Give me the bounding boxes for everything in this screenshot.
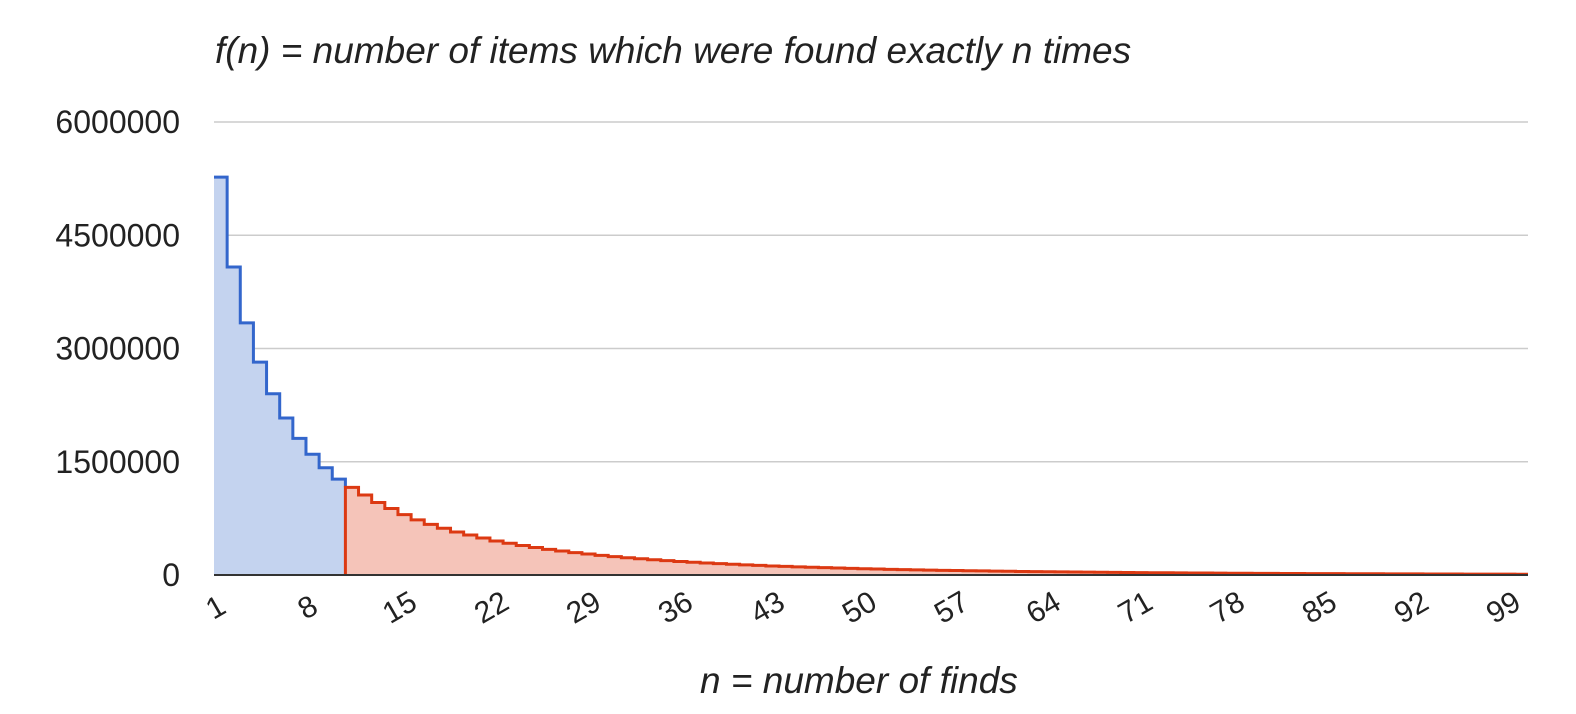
x-tick-label: 36 [653, 585, 698, 630]
x-axis-title: n = number of finds [700, 660, 1018, 701]
chart-title: f(n) = number of items which were found … [215, 30, 1132, 71]
x-tick-label: 57 [929, 585, 974, 630]
x-tick-label: 85 [1297, 585, 1342, 630]
x-tick-label: 92 [1389, 585, 1434, 630]
x-axis-tick-labels: 1 8 15 22 29 36 43 50 57 64 71 78 85 92 99 [200, 585, 1526, 630]
gridlines [214, 121, 1528, 463]
y-tick-label: 3000000 [55, 331, 180, 367]
series-1-step-line [214, 175, 347, 488]
series-1-area [214, 177, 346, 576]
x-tick-label: 8 [292, 589, 323, 626]
x-tick-label: 64 [1021, 585, 1066, 630]
y-tick-label: 4500000 [55, 217, 180, 253]
x-tick-label: 29 [561, 585, 606, 630]
y-tick-label: 0 [162, 557, 180, 593]
y-axis-tick-labels: 6000000 4500000 3000000 1500000 0 [55, 104, 180, 593]
x-tick-label: 78 [1205, 585, 1250, 630]
y-tick-label: 1500000 [55, 444, 180, 480]
x-tick-label: 71 [1113, 585, 1158, 630]
x-tick-label: 43 [745, 585, 790, 630]
series-2-step-line [343, 485, 1528, 576]
x-tick-label: 99 [1481, 585, 1526, 630]
x-tick-label: 15 [377, 585, 422, 630]
series-layer [214, 175, 1528, 576]
series-2-area [345, 487, 1528, 575]
y-tick-label: 6000000 [55, 104, 180, 140]
x-tick-label: 22 [469, 585, 514, 630]
x-tick-label: 50 [837, 585, 882, 630]
x-tick-label: 1 [200, 589, 231, 626]
